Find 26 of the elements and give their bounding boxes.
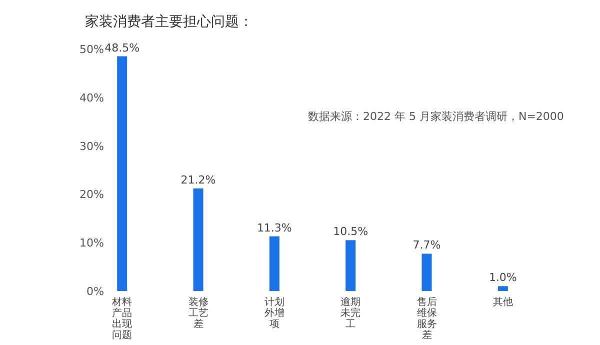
bar [269,236,280,291]
x-tick-label: 售后维保服务差 [416,297,438,341]
x-tick-label: 计划外增项 [264,297,285,330]
data-label: 11.3% [256,221,292,234]
bar [346,240,356,291]
x-tick-label: 材料产品出现问题 [112,297,133,341]
y-tick-label: 30% [80,140,104,153]
bar [498,286,508,291]
y-tick-label: 10% [80,236,104,250]
annotation: 数据来源：2022 年 5 月家装消费者调研，N=2000 [308,110,564,123]
data-label: 21.2% [180,173,216,186]
data-label: 10.5% [333,225,368,238]
data-label: 7.7% [412,238,441,252]
data-label: 1.0% [488,271,517,284]
data-label: 48.5% [104,41,140,54]
bar [193,188,204,291]
x-tick-label: 逾期未完工 [340,297,362,330]
bar [117,56,128,291]
y-tick-label: 20% [80,188,104,202]
y-tick-label: 0% [86,285,104,298]
title: 家装消费者主要担心问题： [85,14,253,30]
y-tick-label: 40% [80,91,104,104]
bar [422,254,432,291]
y-tick-label: 50% [80,43,104,56]
x-tick-label: 其他 [492,297,514,308]
x-tick-label: 装修工艺差 [188,297,209,330]
